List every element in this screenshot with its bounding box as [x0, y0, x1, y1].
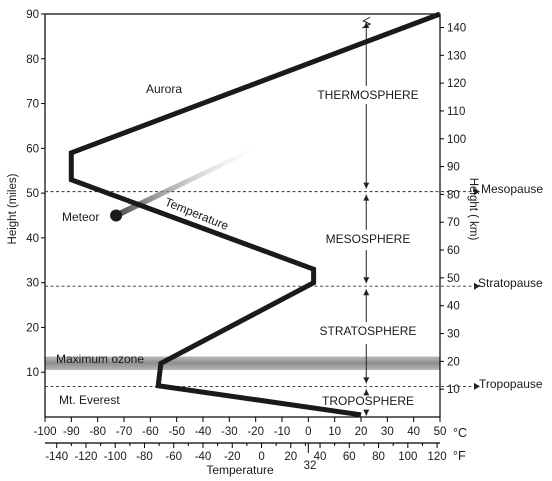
- fahrenheit-tick-label: -80: [136, 451, 153, 463]
- fahrenheit-tick-label: 80: [372, 451, 385, 463]
- y-axis-title-km: Height ( km): [467, 178, 479, 241]
- miles-tick-label: 60: [26, 143, 39, 155]
- celsius-tick-label: -10: [274, 426, 291, 438]
- mt-everest-label: Mt. Everest: [59, 393, 120, 407]
- celsius-tick-label: -70: [116, 426, 133, 438]
- km-tick-label: 60: [447, 245, 460, 257]
- temperature-curve: [68, 11, 441, 418]
- plot-frame: [44, 13, 441, 418]
- meteor-dot: [110, 209, 123, 222]
- fahrenheit-unit-label: °F: [453, 449, 466, 463]
- celsius-tick-label: 0: [305, 426, 311, 438]
- celsius-tick-label: -50: [168, 426, 185, 438]
- celsius-tick-label: -100: [33, 426, 56, 438]
- fahrenheit-tick-label: 100: [398, 451, 417, 463]
- celsius-tick-label: -20: [247, 426, 264, 438]
- layer-arrowhead-down: [363, 277, 370, 284]
- km-tick-label: 20: [447, 356, 460, 368]
- layer-label-troposphere: TROPOSPHERE: [322, 394, 414, 408]
- celsius-tick-label: -40: [195, 426, 212, 438]
- meteor-label: Meteor: [62, 210, 99, 224]
- km-tick-label: 50: [447, 273, 460, 285]
- km-tick-label: 80: [447, 189, 460, 201]
- freezing-point-label: 32: [304, 460, 317, 472]
- boundary-arrowhead-tropopause: [474, 382, 480, 390]
- fahrenheit-tick-label: 40: [314, 451, 327, 463]
- maximum-ozone-band: [45, 356, 440, 370]
- km-tick-label: 10: [447, 384, 460, 396]
- miles-tick-label: 80: [26, 54, 39, 66]
- left-axis-ticks: 10 20 30 40 50 60 70 80 90: [26, 9, 45, 379]
- miles-tick-label: 30: [26, 278, 39, 290]
- miles-tick-label: 70: [26, 99, 39, 111]
- miles-tick-label: 90: [26, 9, 39, 21]
- layer-label-stratosphere: STRATOSPHERE: [320, 324, 417, 338]
- celsius-unit-label: °C: [453, 426, 467, 440]
- y-axis-title-miles: Height (miles): [7, 173, 19, 244]
- km-tick-label: 70: [447, 217, 460, 229]
- x-axis-title: Temperature: [206, 463, 274, 477]
- boundary-arrowhead-mesopause: [474, 188, 480, 196]
- miles-tick-label: 10: [26, 367, 39, 379]
- fahrenheit-tick-label: -40: [195, 451, 212, 463]
- celsius-tick-label: -30: [221, 426, 238, 438]
- fahrenheit-tick-label: 60: [343, 451, 356, 463]
- layer-arrowhead-up: [363, 389, 370, 396]
- layer-arrowhead-up: [363, 289, 370, 296]
- fahrenheit-tick-label: -100: [104, 451, 127, 463]
- boundary-label-tropopause: Tropopause: [479, 377, 543, 391]
- right-axis-ticks: 10 20 30 40 50 60 70 80 90 100 110 120 130 140: [440, 22, 466, 396]
- fahrenheit-tick-label: 20: [284, 451, 297, 463]
- celsius-tick-label: 30: [381, 426, 394, 438]
- boundary-lines: [45, 188, 480, 390]
- meteor-trail: [114, 146, 257, 219]
- layer-arrowhead-down: [363, 409, 370, 416]
- layer-arrowhead-up: [363, 194, 370, 201]
- celsius-tick-label: 10: [328, 426, 341, 438]
- km-tick-label: 30: [447, 329, 460, 341]
- km-tick-label: 90: [447, 162, 460, 174]
- layer-label-thermosphere: THERMOSPHERE: [317, 88, 418, 102]
- celsius-axis-ticks: -100 -90 -80 -70 -60 -50 -40 -30 -20 -10 0 10 20 30 40…: [33, 417, 446, 438]
- celsius-tick-label: 40: [407, 426, 420, 438]
- boundary-label-stratopause: Stratopause: [478, 276, 543, 290]
- aurora-label: Aurora: [146, 82, 182, 96]
- arrow-break-zigzag: [362, 16, 372, 29]
- km-tick-label: 110: [447, 106, 465, 118]
- boundary-arrowhead-stratopause: [474, 282, 480, 290]
- layer-arrowhead-down: [363, 182, 370, 189]
- maximum-ozone-label: Maximum ozone: [56, 352, 144, 366]
- km-tick-label: 40: [447, 301, 460, 313]
- km-tick-label: 120: [447, 78, 466, 90]
- miles-tick-label: 20: [26, 322, 39, 334]
- celsius-tick-label: -90: [63, 426, 80, 438]
- celsius-tick-label: 20: [355, 426, 368, 438]
- fahrenheit-tick-label: -20: [224, 451, 241, 463]
- fahrenheit-axis-ticks: -140 -120 -100 -80 -60 -40 -20 0 20 40 60 80 100 120: [45, 442, 447, 463]
- miles-tick-label: 40: [26, 233, 39, 245]
- fahrenheit-tick-label: -120: [74, 451, 97, 463]
- km-tick-label: 140: [447, 22, 466, 34]
- layer-arrows: [362, 16, 372, 416]
- fahrenheit-tick-label: 120: [427, 451, 446, 463]
- celsius-tick-label: -80: [89, 426, 106, 438]
- layer-arrowhead-down: [363, 377, 370, 384]
- fahrenheit-tick-label: -140: [45, 451, 68, 463]
- boundary-label-mesopause: Mesopause: [481, 182, 543, 196]
- fahrenheit-tick-label: 0: [258, 451, 264, 463]
- celsius-tick-label: 50: [434, 426, 447, 438]
- fahrenheit-tick-label: -60: [165, 451, 182, 463]
- km-tick-label: 100: [447, 134, 466, 146]
- celsius-tick-label: -60: [142, 426, 159, 438]
- layer-label-mesosphere: MESOSPHERE: [326, 232, 411, 246]
- miles-tick-label: 50: [26, 188, 39, 200]
- km-tick-label: 130: [447, 50, 466, 62]
